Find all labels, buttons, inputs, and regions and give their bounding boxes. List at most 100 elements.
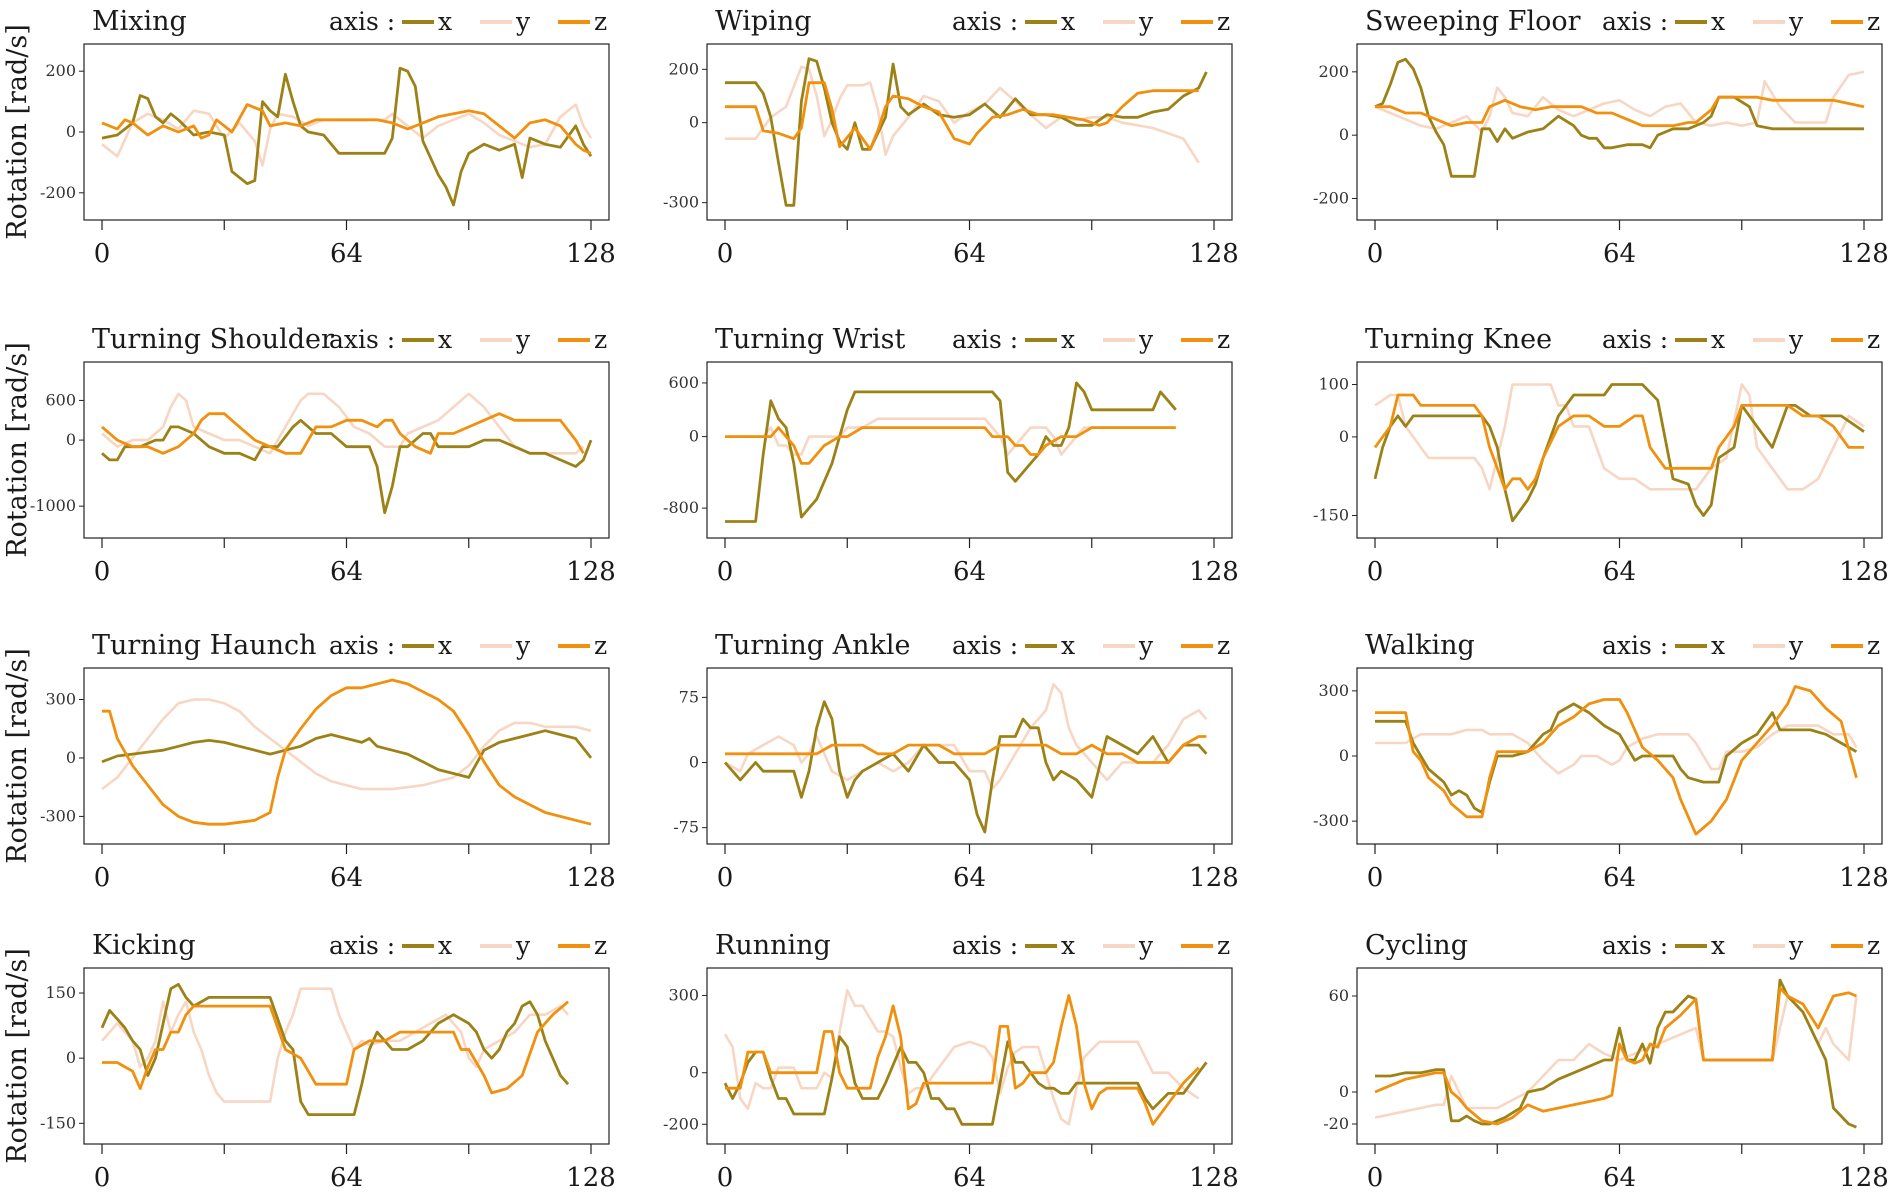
legend-entry-x: x bbox=[438, 325, 452, 354]
legend-entry-z: z bbox=[1867, 325, 1880, 354]
x-tick-label: 0 bbox=[1367, 557, 1384, 587]
chart-panel-7: Turning Haunch axis : x y z 300 0 -300 0 64 128 Rot… bbox=[2, 630, 616, 893]
y-tick-label: 0 bbox=[1339, 125, 1349, 144]
plot-frame bbox=[83, 361, 610, 539]
x-tick-label: 64 bbox=[1603, 239, 1636, 269]
x-tick-label: 64 bbox=[330, 863, 363, 893]
y-tick-label: 200 bbox=[1318, 62, 1349, 81]
legend-entry-z: z bbox=[1217, 631, 1230, 660]
y-tick-label: -300 bbox=[40, 806, 76, 825]
x-tick-label: 128 bbox=[1189, 239, 1239, 269]
chart-title: Running bbox=[715, 930, 831, 961]
y-tick-label: 600 bbox=[668, 373, 699, 392]
series-line-y bbox=[101, 987, 570, 1103]
chart-panel-10: Kicking axis : x y z 150 0 -150 0 64 128 Rotation [… bbox=[2, 930, 616, 1193]
y-tick-label: -800 bbox=[663, 498, 699, 517]
x-tick-label: 0 bbox=[94, 557, 111, 587]
x-tick-label: 0 bbox=[94, 239, 111, 269]
y-tick-label: -150 bbox=[40, 1113, 76, 1132]
legend-label: axis : bbox=[329, 931, 395, 960]
y-tick-label: 60 bbox=[1329, 986, 1349, 1005]
y-tick-label: 0 bbox=[1339, 746, 1349, 765]
x-tick-label: 0 bbox=[717, 557, 734, 587]
chart-panel-3: Sweeping Floor axis : x y z 200 0 -200 0 64 128 bbox=[1313, 6, 1889, 269]
legend-entry-x: x bbox=[1061, 7, 1075, 36]
series-line-z bbox=[1375, 685, 1858, 836]
y-tick-label: -75 bbox=[673, 818, 699, 837]
series-line-x bbox=[723, 700, 1208, 834]
x-tick-label: 64 bbox=[330, 1163, 363, 1193]
x-tick-label: 64 bbox=[953, 557, 986, 587]
plot-frame bbox=[1356, 361, 1883, 539]
y-tick-label: -200 bbox=[40, 183, 76, 202]
plot-frame bbox=[83, 43, 610, 221]
chart-title: Wiping bbox=[715, 6, 812, 37]
series-line-z bbox=[101, 412, 585, 455]
legend-label: axis : bbox=[329, 631, 395, 660]
y-tick-label: -20 bbox=[1323, 1114, 1349, 1133]
plot-frame bbox=[1356, 967, 1883, 1145]
legend-entry-x: x bbox=[438, 7, 452, 36]
series-line-z bbox=[725, 994, 1200, 1126]
x-tick-label: 64 bbox=[953, 1163, 986, 1193]
series-line-z bbox=[102, 678, 592, 826]
y-tick-label: -300 bbox=[1313, 811, 1349, 830]
legend-entry-y: y bbox=[515, 931, 531, 960]
series-line-y bbox=[101, 392, 585, 455]
x-tick-label: 128 bbox=[566, 239, 616, 269]
series-line-x bbox=[1373, 383, 1865, 523]
chart-title: Mixing bbox=[92, 6, 187, 37]
legend-entry-x: x bbox=[1711, 631, 1725, 660]
series-line-z bbox=[102, 1000, 570, 1095]
legend-entry-x: x bbox=[1711, 7, 1725, 36]
x-tick-label: 128 bbox=[1839, 863, 1889, 893]
legend-entry-z: z bbox=[1867, 631, 1880, 660]
y-axis-label: Rotation [rad/s] bbox=[2, 948, 33, 1164]
x-tick-label: 128 bbox=[566, 557, 616, 587]
x-tick-label: 128 bbox=[1189, 557, 1239, 587]
legend-label: axis : bbox=[952, 931, 1018, 960]
series-line-y bbox=[1374, 70, 1865, 134]
chart-panel-12: Cycling axis : x y z 60 0 -20 0 64 128 bbox=[1323, 930, 1889, 1193]
y-tick-label: -300 bbox=[663, 193, 699, 212]
series-line-z bbox=[725, 426, 1176, 465]
y-axis-label: Rotation [rad/s] bbox=[2, 24, 33, 240]
legend-entry-x: x bbox=[438, 631, 452, 660]
series-line-x bbox=[101, 729, 593, 779]
y-tick-label: -150 bbox=[1313, 506, 1349, 525]
y-tick-label: 100 bbox=[1318, 374, 1349, 393]
y-tick-label: 300 bbox=[45, 689, 76, 708]
y-tick-label: -1000 bbox=[30, 496, 76, 515]
y-axis-label: Rotation [rad/s] bbox=[2, 342, 33, 558]
legend-entry-y: y bbox=[1788, 325, 1804, 354]
x-tick-label: 128 bbox=[566, 1163, 616, 1193]
legend-entry-x: x bbox=[1061, 931, 1075, 960]
y-tick-label: 300 bbox=[1318, 681, 1349, 700]
legend-entry-y: y bbox=[1788, 631, 1804, 660]
x-tick-label: 128 bbox=[1839, 1163, 1889, 1193]
legend-label: axis : bbox=[1602, 931, 1668, 960]
chart-panel-2: Wiping axis : x y z 200 0 -300 0 64 128 bbox=[663, 6, 1239, 269]
chart-title: Turning Shoulder bbox=[92, 324, 334, 355]
legend-entry-x: x bbox=[438, 931, 452, 960]
y-tick-label: 0 bbox=[66, 748, 76, 767]
y-tick-label: 0 bbox=[689, 113, 699, 132]
x-tick-label: 64 bbox=[953, 863, 986, 893]
chart-title: Cycling bbox=[1365, 930, 1468, 961]
chart-title: Walking bbox=[1365, 630, 1475, 661]
series-line-z bbox=[725, 81, 1199, 151]
chart-title: Turning Knee bbox=[1365, 324, 1552, 355]
legend-label: axis : bbox=[952, 325, 1018, 354]
y-axis-label: Rotation [rad/s] bbox=[2, 648, 33, 864]
y-tick-label: 600 bbox=[45, 390, 76, 409]
chart-panel-9: Walking axis : x y z 300 0 -300 0 64 128 bbox=[1313, 630, 1889, 893]
x-tick-label: 0 bbox=[1367, 863, 1384, 893]
x-tick-label: 64 bbox=[953, 239, 986, 269]
legend-entry-y: y bbox=[515, 7, 531, 36]
x-tick-label: 64 bbox=[1603, 863, 1636, 893]
legend-entry-y: y bbox=[1138, 631, 1154, 660]
series-line-y bbox=[1374, 383, 1865, 491]
legend-label: axis : bbox=[329, 325, 395, 354]
chart-title: Sweeping Floor bbox=[1365, 6, 1581, 37]
